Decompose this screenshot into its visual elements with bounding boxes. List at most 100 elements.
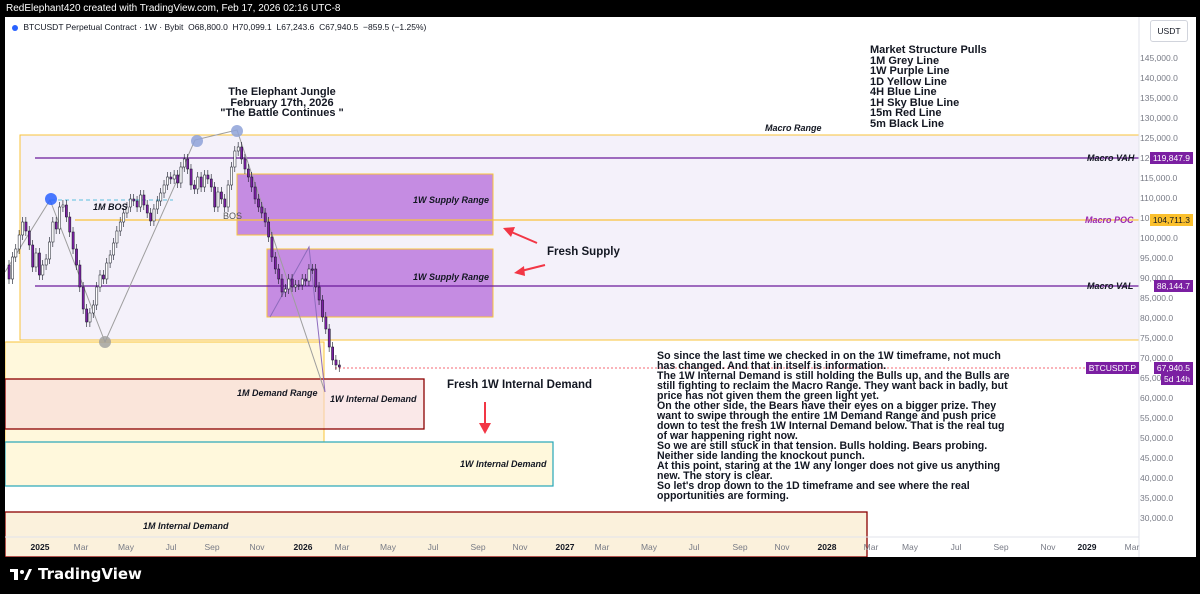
candle (17, 234, 21, 250)
candle (11, 256, 14, 280)
candle (267, 221, 270, 238)
price-axis-label: 30,000.0 (1140, 513, 1174, 523)
candle (115, 230, 119, 244)
candle (145, 204, 149, 214)
currency-button[interactable]: USDT (1150, 20, 1188, 42)
candle (166, 176, 169, 186)
price-axis-label: 145,000.0 (1140, 53, 1178, 63)
structure-item: 4H Blue Line (870, 86, 937, 98)
price-axis-label: 75,000.0 (1140, 333, 1174, 343)
internal-demand-box-1 (5, 378, 425, 430)
candles-group (7, 142, 341, 372)
price-axis-label: 45,000.0 (1140, 453, 1174, 463)
candle (68, 216, 72, 233)
time-axis-label: Sep (204, 542, 220, 552)
time-axis-label: Nov (249, 542, 265, 552)
symbol-dot-icon (12, 24, 18, 31)
fresh-supply-label: Fresh Supply (547, 246, 620, 258)
commentary-line: has changed. And that in itself is infor… (657, 360, 887, 372)
time-axis-label: 2027 (555, 542, 575, 552)
candle (250, 176, 254, 188)
candle (122, 212, 126, 223)
brand-name: TradingView (38, 565, 142, 583)
internal-1m-box (5, 511, 868, 557)
price-axis-label: 85,000.0 (1140, 293, 1174, 303)
price-axis-label: 130,000.0 (1140, 113, 1178, 123)
candle (233, 150, 237, 168)
price-axis-label: 55,000.0 (1140, 413, 1174, 423)
internal-demand-box-2 (5, 441, 554, 487)
candle (156, 200, 159, 210)
commentary-line: So let's drop down to the 1D timeframe a… (657, 480, 970, 492)
candle (71, 231, 75, 250)
structure-legend: Market Structure Pulls 1M Grey Line 1W P… (870, 45, 987, 129)
commentary-line: down to test the fresh 1W Internal Deman… (657, 420, 1005, 432)
commentary-line: The 1W Internal Demand is still holding … (657, 370, 1010, 382)
price-axis-label: 110,000.0 (1140, 193, 1178, 203)
commentary-text: So since the last time we checked in on … (657, 351, 1010, 502)
candle (270, 236, 274, 258)
fresh-supply-arrow-2 (514, 264, 546, 276)
candle (196, 176, 200, 190)
candle (88, 312, 92, 323)
supply-box-2 (266, 248, 494, 318)
price-axis-label: 60,000.0 (1140, 393, 1174, 403)
candle (169, 176, 173, 180)
internal-demand-label-2: 1W Internal Demand (460, 459, 547, 469)
time-axis-label: 2025 (30, 542, 50, 552)
symbol-legend[interactable]: BTCUSDT Perpetual Contract · 1W · Bybit … (12, 22, 426, 32)
time-axis-label: Jul (165, 542, 177, 552)
symbol-price-tag: BTCUSDT.P (1085, 362, 1139, 374)
price-axis-label: 80,000.0 (1140, 313, 1174, 323)
candle (300, 278, 304, 286)
candle (327, 328, 331, 348)
candle (257, 198, 260, 208)
candle (132, 198, 136, 202)
candle (230, 166, 233, 186)
price-axis-label: 65,000.0 (1140, 373, 1174, 383)
candle (253, 186, 257, 200)
candle (324, 316, 328, 330)
chart-title: The Elephant Jungle February 17th, 2026 … (217, 87, 347, 119)
commentary-line: On the other side, the Bears have their … (657, 400, 997, 412)
price-change: −859.5 (−1.25%) (363, 22, 427, 32)
candle (112, 242, 115, 256)
supply-range-label-1: 1W Supply Range (413, 195, 490, 205)
price-axis-label: 70,000.0 (1140, 353, 1174, 363)
candle (236, 146, 240, 152)
macro-poc-label: Macro POC (1085, 215, 1134, 225)
price-axis-label: 140,000.0 (1140, 73, 1178, 83)
structure-item: 1M Grey Line (870, 54, 940, 67)
time-axis-label: Nov (774, 542, 790, 552)
swing-marker (45, 193, 57, 205)
commentary-line: Neither side landing the knockout punch. (657, 450, 865, 462)
candle (273, 256, 277, 270)
candle (125, 206, 129, 214)
supply-box-1 (236, 173, 494, 236)
candle (290, 278, 294, 288)
chart-canvas[interactable] (5, 17, 1196, 557)
chart-area[interactable]: BTCUSDT Perpetual Contract · 1W · Bybit … (5, 17, 1196, 557)
candle (311, 268, 314, 271)
tradingview-logo: TradingView (10, 565, 142, 583)
price-axis-label: 40,000.0 (1140, 473, 1174, 483)
candle (129, 198, 132, 208)
price-axis-label: 35,000.0 (1140, 493, 1174, 503)
time-axis-label: May (117, 542, 135, 552)
candle (189, 168, 193, 186)
candle (48, 241, 51, 260)
candle (206, 174, 210, 180)
candle (294, 284, 297, 288)
candle (182, 158, 186, 168)
candle (118, 221, 122, 232)
candle (139, 194, 142, 208)
countdown-tag: 5d 14h (1161, 373, 1193, 385)
candle (317, 286, 321, 301)
candle (54, 221, 58, 230)
candle (172, 174, 176, 180)
candle (220, 191, 223, 200)
candle (280, 278, 284, 293)
ohlc-open: O68,800.0 (188, 22, 228, 32)
candle (98, 274, 102, 288)
price-axis-label: 95,000.0 (1140, 253, 1174, 263)
